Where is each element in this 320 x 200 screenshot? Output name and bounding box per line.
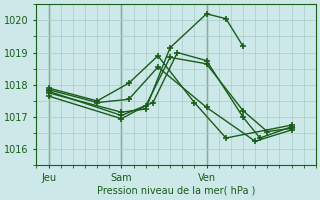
X-axis label: Pression niveau de la mer( hPa ): Pression niveau de la mer( hPa ) (97, 186, 255, 196)
